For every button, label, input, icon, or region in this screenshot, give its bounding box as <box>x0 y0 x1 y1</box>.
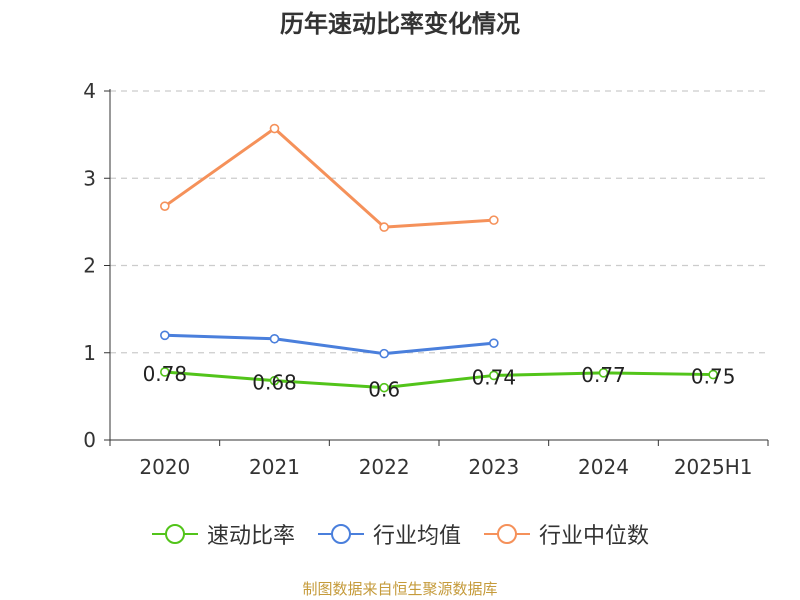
legend-swatch-icon <box>484 524 530 544</box>
data-point <box>269 375 280 386</box>
data-label: 0.6 <box>368 378 400 402</box>
data-label: 0.68 <box>252 371 297 395</box>
data-point <box>160 201 170 211</box>
legend-marker <box>497 524 517 544</box>
y-tick-label: 2 <box>83 254 96 278</box>
series-line <box>164 370 714 390</box>
data-point <box>379 348 389 359</box>
legend-swatch-icon <box>317 524 364 544</box>
legend-item[interactable]: 速动比率 <box>151 518 295 550</box>
data-label: 0.75 <box>691 365 736 389</box>
data-label: 0.74 <box>472 365 517 389</box>
axes: 0 1 2 3 4 2020 2021 2022 2023 2024 2025H1 <box>83 79 769 479</box>
data-point <box>489 215 499 225</box>
legend-item[interactable]: 行业中位数 <box>483 518 649 550</box>
legend-swatch-icon <box>151 524 198 544</box>
data-point <box>598 368 609 378</box>
chart-title: 历年速动比率变化情况 <box>280 10 520 38</box>
x-tick-label: 2022 <box>359 455 410 479</box>
x-tick-label: 2023 <box>468 455 519 479</box>
data-point <box>379 222 389 232</box>
legend-label: 行业中位数 <box>539 524 650 549</box>
data-point <box>269 123 280 134</box>
y-tick-label: 1 <box>83 341 96 365</box>
y-tick-label: 3 <box>83 166 96 190</box>
x-tick-label: 2020 <box>139 455 190 479</box>
source-note: 制图数据来自恒生聚源数据库 <box>302 580 498 598</box>
data-label: 0.77 <box>581 363 626 387</box>
data-point <box>269 333 280 344</box>
data-labels: 0.78 0.68 0.6 0.74 0.77 0.75 <box>143 362 736 402</box>
legend: 速动比率 行业均值 行业中位数 <box>0 518 800 550</box>
y-tick-label: 4 <box>83 79 96 103</box>
data-point <box>160 330 170 341</box>
legend-marker <box>330 524 351 544</box>
legend-label: 行业均值 <box>372 524 461 549</box>
data-point <box>379 382 389 393</box>
legend-marker <box>164 524 185 544</box>
series <box>160 123 718 393</box>
data-point <box>489 338 499 348</box>
x-tick-label: 2021 <box>249 455 300 479</box>
legend-item[interactable]: 行业均值 <box>317 518 461 550</box>
series-line <box>163 127 494 229</box>
gridlines <box>110 90 768 354</box>
data-point <box>160 367 170 377</box>
x-tick-label: 2025H1 <box>674 455 753 479</box>
x-tick-label: 2024 <box>578 455 629 479</box>
data-point <box>708 369 718 380</box>
series-line <box>164 333 494 356</box>
data-label: 0.78 <box>143 362 188 386</box>
data-point <box>489 370 499 381</box>
legend-label: 速动比率 <box>206 524 295 549</box>
y-tick-label: 0 <box>83 428 96 452</box>
